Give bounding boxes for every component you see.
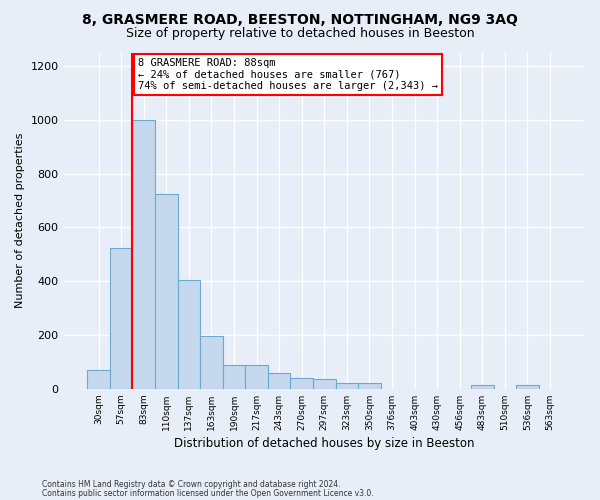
Bar bbox=[268, 373, 290, 389]
Bar bbox=[87, 370, 110, 389]
Bar bbox=[110, 248, 133, 389]
Bar bbox=[516, 386, 539, 389]
Bar bbox=[358, 384, 381, 389]
X-axis label: Distribution of detached houses by size in Beeston: Distribution of detached houses by size … bbox=[174, 437, 475, 450]
Y-axis label: Number of detached properties: Number of detached properties bbox=[15, 133, 25, 308]
Bar bbox=[178, 280, 200, 389]
Bar bbox=[133, 120, 155, 389]
Bar bbox=[471, 385, 494, 389]
Text: Size of property relative to detached houses in Beeston: Size of property relative to detached ho… bbox=[125, 28, 475, 40]
Text: 8 GRASMERE ROAD: 88sqm
← 24% of detached houses are smaller (767)
74% of semi-de: 8 GRASMERE ROAD: 88sqm ← 24% of detached… bbox=[138, 58, 438, 91]
Bar bbox=[290, 378, 313, 389]
Text: Contains HM Land Registry data © Crown copyright and database right 2024.: Contains HM Land Registry data © Crown c… bbox=[42, 480, 341, 489]
Bar bbox=[313, 380, 335, 389]
Bar bbox=[200, 336, 223, 389]
Bar bbox=[335, 384, 358, 389]
Bar bbox=[223, 364, 245, 389]
Text: 8, GRASMERE ROAD, BEESTON, NOTTINGHAM, NG9 3AQ: 8, GRASMERE ROAD, BEESTON, NOTTINGHAM, N… bbox=[82, 12, 518, 26]
Bar bbox=[245, 364, 268, 389]
Bar bbox=[155, 194, 178, 389]
Text: Contains public sector information licensed under the Open Government Licence v3: Contains public sector information licen… bbox=[42, 488, 374, 498]
